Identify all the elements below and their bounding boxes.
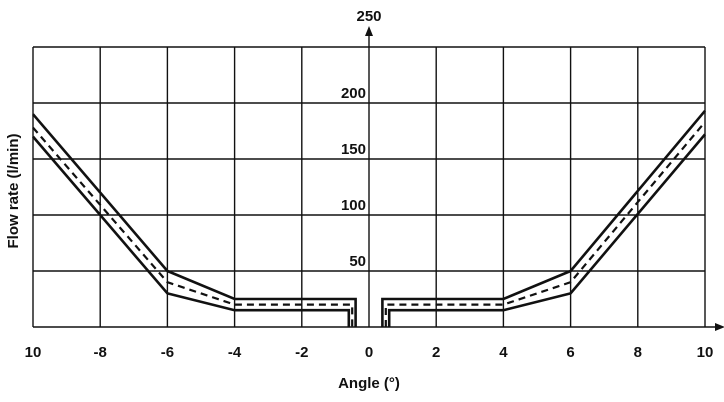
y-tick-label: 50	[349, 253, 366, 270]
x-tick-label: 10	[697, 344, 714, 361]
series-2-right-line	[387, 133, 706, 327]
y-tick-label: 200	[341, 85, 366, 102]
axes	[33, 26, 724, 331]
y-axis-arrow	[365, 26, 373, 36]
x-tick-label: 10	[25, 344, 42, 361]
x-tick-label: -4	[228, 344, 242, 361]
tick-labels: 10 -8 -6 -4 -2 0 2 4 6 8 10 50 100 150 200 250	[25, 8, 714, 361]
x-tick-label: -6	[161, 344, 174, 361]
series-0-right-line	[381, 109, 706, 327]
x-tick-label: -2	[295, 344, 308, 361]
x-tick-label: 2	[432, 344, 440, 361]
x-tick-label: 6	[566, 344, 574, 361]
series-2-left-line	[32, 135, 351, 327]
x-axis-arrow	[715, 323, 724, 331]
y-tick-label: 250	[356, 8, 381, 25]
x-tick-label: 8	[634, 344, 642, 361]
y-tick-label: 150	[341, 141, 366, 158]
series-1-right-line	[384, 121, 706, 327]
y-axis-label: Flow rate (l/min)	[5, 133, 22, 248]
series-layer	[32, 109, 706, 327]
series-0-left-line	[32, 113, 357, 327]
x-tick-label: 4	[499, 344, 508, 361]
x-tick-label: 0	[365, 344, 373, 361]
series-1-left-line	[32, 126, 354, 327]
y-tick-label: 100	[341, 197, 366, 214]
x-axis-label: Angle (°)	[338, 375, 400, 392]
x-tick-label: -8	[94, 344, 107, 361]
